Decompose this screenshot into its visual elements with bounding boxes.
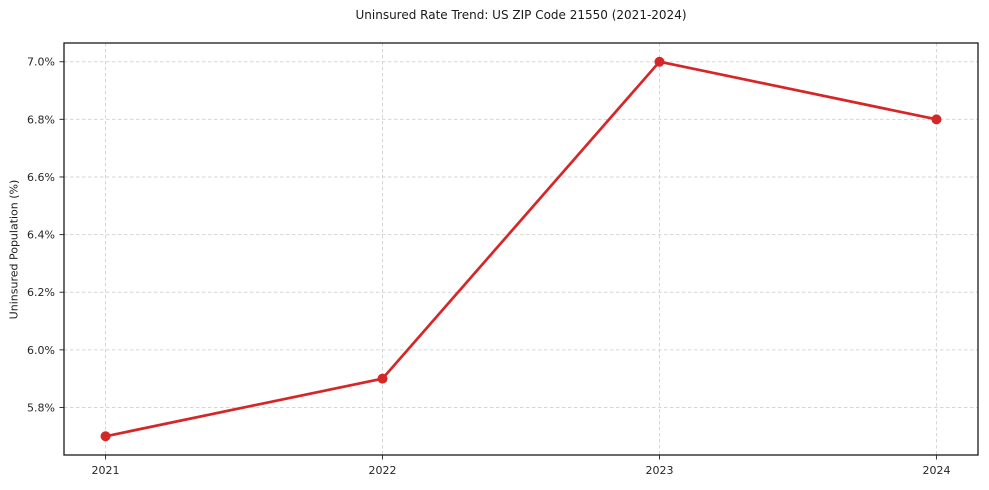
data-point-marker (931, 114, 942, 125)
plot-frame (63, 42, 979, 456)
y-tick-label: 7.0% (27, 56, 55, 69)
data-point-marker (377, 373, 388, 384)
chart-title: Uninsured Rate Trend: US ZIP Code 21550 … (355, 8, 687, 22)
y-tick-label: 6.8% (27, 113, 55, 126)
x-tick-label: 2022 (369, 464, 397, 477)
y-tick-label: 6.2% (27, 286, 55, 299)
y-tick-label: 6.4% (27, 229, 55, 242)
y-tick-label: 6.0% (27, 344, 55, 357)
y-tick-label: 6.6% (27, 171, 55, 184)
x-tick-label: 2024 (922, 464, 950, 477)
x-tick-label: 2023 (645, 464, 673, 477)
trend-line (104, 60, 938, 438)
y-tick-label: 5.8% (27, 401, 55, 414)
data-point-marker (100, 431, 111, 442)
data-point-marker (654, 56, 665, 67)
x-tick-label: 2021 (92, 464, 120, 477)
